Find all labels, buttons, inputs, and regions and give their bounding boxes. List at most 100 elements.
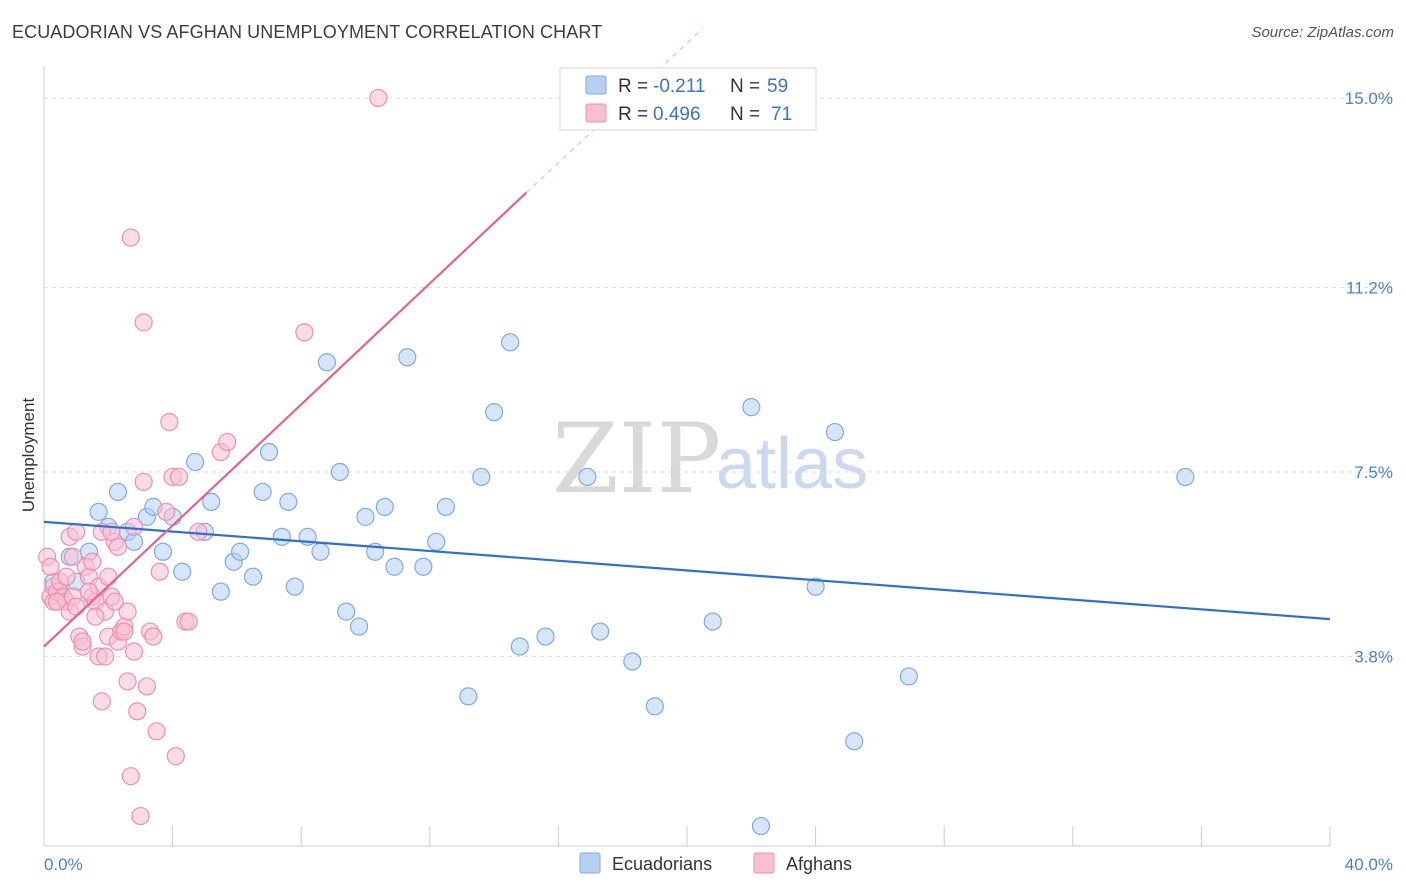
point-afghans — [73, 632, 92, 651]
point-afghans — [118, 602, 137, 621]
point-ecuadorians — [186, 452, 205, 472]
point-ecuadorians — [591, 622, 610, 641]
point-ecuadorians — [202, 492, 221, 511]
source-credit: Source: ZipAtlas.com — [1251, 24, 1394, 41]
point-ecuadorians — [414, 557, 433, 576]
point-afghans — [144, 627, 163, 646]
point-afghans — [131, 806, 150, 826]
point-afghans — [115, 622, 134, 641]
chart-title: ECUADORIAN VS AFGHAN UNEMPLOYMENT CORREL… — [12, 22, 603, 42]
legend-r-label-2: R = — [618, 104, 648, 125]
point-ecuadorians — [703, 612, 722, 631]
trend-line-afghans — [43, 191, 528, 648]
y-axis-title: Unemployment — [19, 398, 38, 513]
point-afghans — [99, 567, 118, 586]
point-ecuadorians — [459, 687, 478, 706]
point-afghans — [218, 432, 237, 452]
point-afghans — [124, 642, 144, 661]
point-ecuadorians — [231, 542, 250, 561]
point-afghans — [150, 562, 169, 581]
point-afghans — [86, 607, 105, 626]
point-ecuadorians — [211, 582, 230, 601]
point-afghans — [47, 592, 66, 611]
point-ecuadorians — [825, 422, 844, 442]
point-ecuadorians — [330, 462, 349, 482]
watermark-atlas: atlas — [716, 424, 868, 504]
point-afghans — [83, 552, 102, 571]
bottom-legend-swatch-ecuadorians — [579, 852, 601, 874]
point-ecuadorians — [375, 497, 394, 516]
y-tick-label: 3.8% — [1354, 647, 1393, 666]
legend-r-value-2: 0.496 — [653, 104, 701, 125]
axes — [43, 66, 1331, 847]
point-afghans — [137, 677, 156, 696]
legend-swatch-afghans — [585, 103, 607, 123]
point-ecuadorians — [272, 527, 292, 546]
y-tick-label: 7.5% — [1354, 463, 1393, 482]
point-afghans — [121, 228, 140, 247]
point-afghans — [105, 592, 124, 611]
point-ecuadorians — [279, 492, 298, 511]
y-tick-label: 11.2% — [1346, 278, 1393, 297]
legend-n-value-2: 71 — [771, 104, 792, 125]
series-legend: Ecuadorians Afghans — [579, 852, 852, 874]
point-afghans — [118, 672, 137, 691]
point-ecuadorians — [1176, 467, 1195, 487]
point-afghans — [157, 502, 176, 521]
legend-n-value-1: 59 — [767, 76, 788, 97]
bottom-legend-label-ecuadorians: Ecuadorians — [612, 854, 712, 874]
point-ecuadorians — [337, 602, 356, 621]
point-ecuadorians — [243, 567, 263, 586]
point-ecuadorians — [645, 697, 664, 716]
watermark-zip: ZIP — [552, 403, 721, 515]
point-ecuadorians — [385, 557, 404, 576]
point-ecuadorians — [253, 482, 272, 502]
point-ecuadorians — [436, 497, 455, 516]
point-afghans — [179, 612, 198, 631]
point-ecuadorians — [89, 502, 108, 521]
point-afghans — [169, 467, 189, 487]
point-afghans — [147, 722, 166, 741]
bottom-legend-swatch-afghans — [753, 852, 775, 874]
point-afghans — [79, 582, 99, 601]
point-ecuadorians — [501, 333, 520, 352]
point-ecuadorians — [485, 403, 504, 422]
watermark: ZIP atlas — [552, 403, 868, 515]
point-ecuadorians — [510, 637, 529, 656]
bottom-legend-label-afghans: Afghans — [786, 854, 852, 874]
legend-r-label-1: R = — [618, 76, 648, 97]
point-afghans — [128, 702, 147, 721]
y-tick-label: 15.0% — [1345, 89, 1393, 108]
x-tick-label-min: 0.0% — [44, 855, 83, 874]
point-afghans — [134, 472, 153, 492]
point-ecuadorians — [349, 617, 369, 636]
point-ecuadorians — [751, 816, 771, 836]
point-ecuadorians — [285, 577, 304, 596]
correlation-legend: R = -0.211 N = 59 R = 0.496 N = 71 — [559, 67, 817, 131]
legend-n-label-2: N = — [730, 104, 760, 125]
point-afghans — [134, 313, 153, 332]
point-afghans — [189, 522, 208, 541]
point-afghans — [67, 597, 86, 616]
point-ecuadorians — [427, 532, 446, 551]
point-afghans — [160, 413, 179, 432]
point-afghans — [95, 647, 115, 666]
point-afghans — [57, 567, 76, 586]
point-afghans — [295, 323, 314, 342]
point-ecuadorians — [317, 353, 337, 372]
point-afghans — [67, 522, 86, 541]
point-afghans — [124, 517, 144, 536]
point-ecuadorians — [153, 542, 173, 561]
point-afghans — [92, 692, 111, 711]
trend-line-ecuadorians — [43, 520, 1331, 621]
point-ecuadorians — [899, 667, 918, 686]
x-tick-label-max: 40.0% — [1345, 855, 1393, 874]
point-afghans — [63, 547, 83, 566]
point-ecuadorians — [398, 348, 417, 367]
point-ecuadorians — [536, 627, 555, 646]
legend-r-value-1: -0.211 — [653, 76, 705, 97]
point-afghans — [369, 88, 388, 108]
point-afghans — [121, 767, 140, 786]
point-ecuadorians — [845, 732, 864, 751]
